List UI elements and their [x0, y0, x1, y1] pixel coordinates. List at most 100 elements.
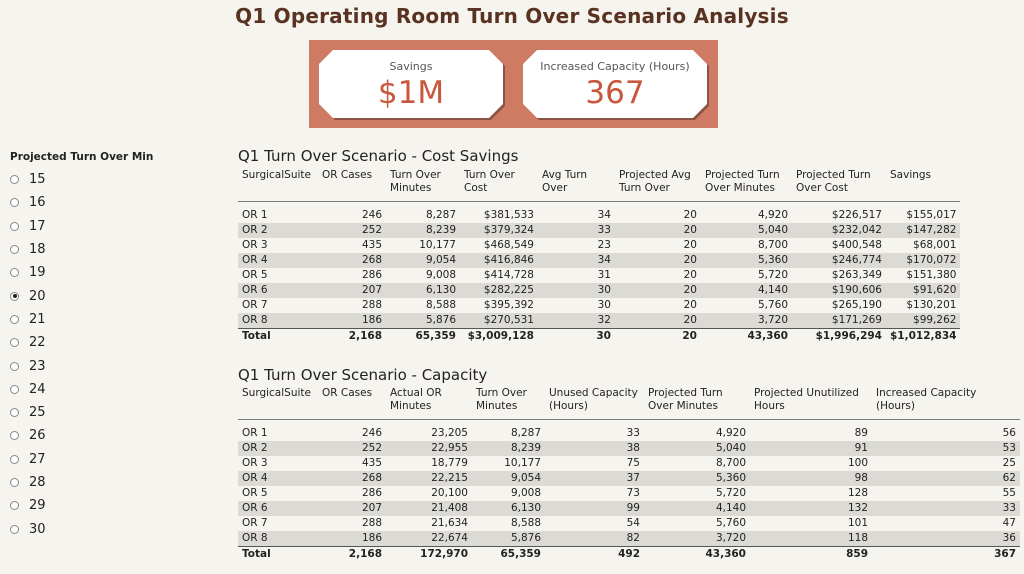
radio-button-icon[interactable] [10, 245, 19, 255]
table-cell: 23,205 [431, 427, 468, 439]
radio-button-icon[interactable] [10, 431, 19, 441]
table-cell: 5,360 [644, 471, 750, 486]
radio-button-icon[interactable] [10, 454, 19, 464]
radio-option-label: 27 [29, 451, 46, 467]
radio-option-25[interactable]: 25 [10, 401, 46, 424]
table-cell: OR 4 [238, 471, 318, 486]
table-row: OR 4 268 22,215 9,054 37 5,360 98 62 [238, 471, 1020, 486]
column-header: Projected Avg Turn Over [615, 169, 701, 202]
radio-option-22[interactable]: 22 [10, 331, 46, 354]
radio-option-23[interactable]: 23 [10, 354, 46, 377]
radio-option-29[interactable]: 29 [10, 494, 46, 517]
total-cell: 43,360 [701, 328, 792, 344]
radio-option-15[interactable]: 15 [10, 168, 46, 191]
table-cell: 6,130 [386, 283, 460, 298]
table-cell: 5,720 [757, 269, 788, 281]
radio-option-19[interactable]: 19 [10, 261, 46, 284]
savings-kpi-value: $1M [377, 75, 445, 111]
table-cell: 32 [538, 313, 615, 329]
radio-option-27[interactable]: 27 [10, 448, 46, 471]
table-cell: 5,876 [386, 313, 460, 329]
radio-option-20[interactable]: 20 [10, 284, 46, 307]
table-cell: 9,008 [510, 487, 541, 499]
radio-option-28[interactable]: 28 [10, 471, 46, 494]
turnover-radio-group: 15 16 17 18 19 20 21 22 23 24 25 26 27 28 29 30 [10, 168, 46, 541]
table-cell: 30 [597, 299, 611, 311]
radio-button-icon[interactable] [10, 501, 19, 511]
total-cell: 43,360 [644, 546, 750, 562]
radio-button-icon[interactable] [10, 338, 19, 348]
table-cell: $99,262 [886, 313, 961, 329]
radio-option-17[interactable]: 17 [10, 215, 46, 238]
radio-button-icon[interactable] [10, 198, 19, 208]
radio-button-icon[interactable] [10, 361, 19, 371]
table-cell: 252 [318, 223, 386, 238]
radio-option-label: 28 [29, 475, 46, 490]
table-cell: 73 [626, 487, 640, 499]
table-cell: 34 [538, 253, 615, 268]
radio-option-24[interactable]: 24 [10, 378, 46, 401]
table-cell: $282,225 [460, 283, 538, 298]
table-cell: 91 [750, 441, 872, 456]
radio-option-30[interactable]: 30 [10, 517, 46, 540]
radio-button-icon[interactable] [10, 524, 19, 534]
table-cell: 6,130 [472, 501, 545, 516]
column-header: Turn Over Minutes [472, 387, 545, 420]
table-cell: 207 [318, 501, 386, 516]
table-row: OR 3 435 18,779 10,177 75 8,700 100 25 [238, 456, 1020, 471]
table-cell: 20 [615, 223, 701, 238]
column-header: SurgicalSuite [238, 169, 318, 202]
table-cell: 56 [1002, 427, 1016, 439]
radio-option-label: 25 [29, 405, 46, 421]
table-row: OR 8 186 5,876 $270,531 32 20 3,720 $171,269 $99… [238, 313, 961, 329]
table-cell: OR 1 [242, 209, 268, 221]
radio-option-label: 16 [29, 195, 46, 211]
table-cell: $468,549 [483, 239, 534, 251]
table-cell: 5,040 [644, 441, 750, 456]
table-cell: 9,054 [472, 471, 545, 486]
savings-kpi-card: Savings $1M [319, 50, 503, 118]
total-cell: 65,359 [472, 546, 545, 562]
table-row: OR 4 268 9,054 $416,846 34 20 5,360 $246,774 $17… [238, 253, 961, 268]
table-cell: 4,140 [644, 501, 750, 516]
column-header: Savings [886, 169, 961, 202]
table-cell: 33 [626, 427, 640, 439]
table-cell: $147,282 [886, 223, 961, 238]
radio-button-icon[interactable] [10, 291, 19, 301]
table-cell: $151,380 [906, 269, 957, 281]
radio-option-label: 20 [29, 288, 46, 304]
table-cell: OR 2 [238, 223, 318, 238]
table-cell: 4,920 [757, 209, 788, 221]
table-cell: 20 [683, 299, 697, 311]
table-cell: 5,760 [757, 299, 788, 311]
radio-option-26[interactable]: 26 [10, 424, 46, 447]
column-header: Turn Over Minutes [386, 169, 460, 202]
column-header: OR Cases [318, 169, 386, 202]
radio-button-icon[interactable] [10, 221, 19, 231]
total-cell: 20 [615, 328, 701, 344]
table-cell: 8,287 [510, 427, 541, 439]
table-cell: 25 [1002, 457, 1016, 469]
radio-button-icon[interactable] [10, 478, 19, 487]
radio-option-16[interactable]: 16 [10, 191, 46, 214]
column-header: Increased Capacity (Hours) [872, 387, 1020, 420]
radio-button-icon[interactable] [10, 408, 19, 418]
total-cell: $3,009,128 [460, 328, 538, 344]
radio-option-21[interactable]: 21 [10, 308, 46, 331]
radio-option-label: 22 [29, 335, 46, 351]
radio-option-18[interactable]: 18 [10, 238, 46, 261]
radio-option-label: 18 [29, 242, 46, 258]
table-cell: 37 [545, 471, 644, 486]
filter-title: Projected Turn Over Min [10, 151, 154, 163]
radio-button-icon[interactable] [10, 384, 19, 394]
radio-option-label: 29 [29, 498, 46, 514]
table-cell: 3,720 [701, 313, 792, 329]
table-cell: $379,324 [460, 223, 538, 238]
total-row: Total 2,168 172,970 65,359 492 43,360 859 367 [238, 546, 1020, 562]
table-cell: 9,008 [425, 269, 456, 281]
total-cell: 65,359 [386, 328, 460, 344]
radio-button-icon[interactable] [10, 268, 19, 278]
radio-button-icon[interactable] [10, 314, 19, 324]
radio-button-icon[interactable] [10, 175, 19, 185]
radio-option-label: 30 [29, 521, 46, 537]
